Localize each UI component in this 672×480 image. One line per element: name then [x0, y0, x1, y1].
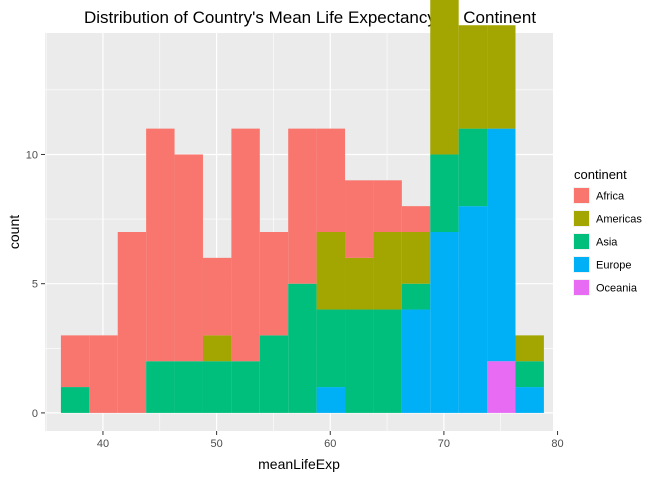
x-tick-label: 50	[210, 438, 222, 450]
bar-asia-bin-16	[515, 361, 544, 388]
bar-asia-bin-14	[458, 128, 488, 207]
bar-africa-bin-0	[60, 335, 90, 388]
bar-americas-bin-15	[487, 25, 516, 129]
bar-europe-bin-12	[401, 309, 431, 413]
legend-swatch-europe	[574, 257, 589, 272]
bar-africa-bin-11	[373, 180, 402, 232]
bar-africa-bin-9	[316, 128, 346, 232]
bar-asia-bin-6	[231, 361, 260, 413]
bar-asia-bin-3	[146, 361, 175, 413]
y-tick-label: 0	[32, 408, 38, 420]
legend-swatch-africa	[574, 188, 589, 203]
bar-oceania-bin-15	[487, 361, 516, 413]
legend-label-oceania: Oceania	[596, 283, 638, 295]
bar-asia-bin-13	[430, 154, 459, 232]
bar-americas-bin-5	[202, 335, 232, 362]
bar-africa-bin-7	[259, 232, 289, 336]
bar-europe-bin-16	[515, 387, 544, 413]
bar-europe-bin-13	[430, 232, 459, 413]
legend-label-europe: Europe	[596, 260, 631, 272]
bar-americas-bin-16	[515, 335, 544, 362]
y-axis: 0 5 10	[26, 149, 45, 420]
legend-label-asia: Asia	[596, 237, 618, 249]
y-axis-title: count	[6, 215, 22, 249]
bar-africa-bin-2	[117, 232, 147, 413]
bar-asia-bin-12	[401, 283, 431, 310]
x-tick-label: 60	[324, 438, 336, 450]
legend-swatch-asia	[574, 234, 589, 249]
legend: continent Africa Americas Asia Europe Oceani…	[573, 167, 642, 296]
bar-asia-bin-10	[345, 309, 374, 413]
bar-asia-bin-5	[202, 361, 232, 413]
bar-africa-bin-8	[288, 128, 317, 284]
bar-europe-bin-9	[316, 387, 346, 413]
bar-americas-bin-12	[401, 232, 431, 284]
x-tick-label: 80	[551, 438, 563, 450]
bar-asia-bin-8	[288, 283, 317, 413]
x-axis: 40 50 60 70 80	[97, 431, 564, 450]
bar-americas-bin-14	[458, 25, 488, 129]
bar-africa-bin-12	[401, 206, 431, 232]
x-axis-title: meanLifeExp	[258, 456, 340, 472]
legend-title: continent	[574, 167, 627, 182]
bars	[60, 0, 544, 413]
y-tick-label: 10	[26, 149, 38, 161]
bar-africa-bin-1	[89, 335, 118, 413]
legend-label-africa: Africa	[596, 191, 625, 203]
chart-title: Distribution of Country's Mean Life Expe…	[84, 8, 536, 27]
bar-africa-bin-6	[231, 128, 260, 362]
bar-europe-bin-14	[458, 206, 488, 413]
bar-asia-bin-4	[174, 361, 203, 413]
bar-europe-bin-15	[487, 128, 516, 362]
legend-swatch-oceania	[574, 280, 589, 295]
bar-americas-bin-10	[345, 257, 374, 310]
bar-africa-bin-3	[146, 128, 175, 362]
y-tick-label: 5	[32, 279, 38, 291]
bar-asia-bin-9	[316, 309, 346, 388]
bar-americas-bin-9	[316, 232, 346, 310]
bar-asia-bin-7	[259, 335, 289, 413]
bar-asia-bin-0	[60, 387, 90, 413]
bar-americas-bin-11	[373, 232, 402, 310]
legend-label-americas: Americas	[596, 214, 642, 226]
bar-africa-bin-10	[345, 180, 374, 258]
bar-africa-bin-4	[174, 154, 203, 362]
x-tick-label: 40	[97, 438, 109, 450]
x-tick-label: 70	[438, 438, 450, 450]
bar-africa-bin-5	[202, 257, 232, 336]
bar-americas-bin-13	[430, 0, 459, 155]
bar-asia-bin-11	[373, 309, 402, 413]
legend-swatch-americas	[574, 211, 589, 226]
